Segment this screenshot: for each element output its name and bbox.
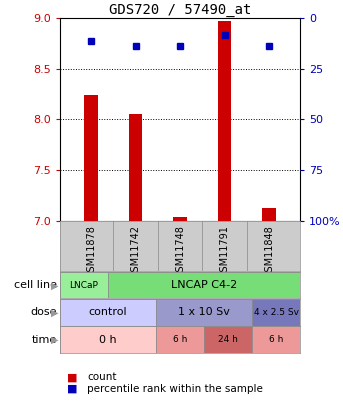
Title: GDS720 / 57490_at: GDS720 / 57490_at bbox=[109, 3, 251, 17]
Text: LNCaP: LNCaP bbox=[70, 281, 98, 290]
Text: count: count bbox=[87, 373, 117, 382]
Text: LNCAP C4-2: LNCAP C4-2 bbox=[171, 280, 237, 290]
Bar bbox=[252, 326, 300, 353]
Bar bbox=[204, 326, 252, 353]
Bar bbox=[156, 299, 252, 326]
Text: cell line: cell line bbox=[14, 280, 57, 290]
Text: ▶: ▶ bbox=[51, 280, 59, 290]
Text: GSM11742: GSM11742 bbox=[131, 225, 141, 278]
Text: dose: dose bbox=[30, 307, 57, 318]
Bar bbox=[218, 21, 231, 221]
Text: ▶: ▶ bbox=[51, 335, 59, 345]
Text: 4 x 2.5 Sv: 4 x 2.5 Sv bbox=[253, 308, 299, 317]
Text: GSM11878: GSM11878 bbox=[86, 225, 96, 278]
Text: 6 h: 6 h bbox=[269, 335, 283, 344]
Bar bbox=[60, 299, 156, 326]
Bar bbox=[252, 299, 300, 326]
Text: GSM11848: GSM11848 bbox=[264, 225, 274, 277]
Bar bbox=[108, 272, 300, 298]
Bar bbox=[84, 95, 98, 221]
Text: 24 h: 24 h bbox=[218, 335, 238, 344]
Text: GSM11791: GSM11791 bbox=[220, 225, 229, 278]
Bar bbox=[174, 217, 187, 221]
Bar bbox=[60, 272, 108, 298]
Text: ■: ■ bbox=[67, 373, 78, 382]
Text: 1 x 10 Sv: 1 x 10 Sv bbox=[178, 307, 230, 318]
Text: ▶: ▶ bbox=[51, 307, 59, 318]
Bar bbox=[60, 326, 156, 353]
Text: percentile rank within the sample: percentile rank within the sample bbox=[87, 384, 263, 394]
Text: time: time bbox=[31, 335, 57, 345]
Bar bbox=[262, 208, 276, 221]
Text: 6 h: 6 h bbox=[173, 335, 187, 344]
Bar bbox=[129, 114, 142, 221]
Text: GSM11748: GSM11748 bbox=[175, 225, 185, 278]
Bar bbox=[156, 326, 204, 353]
Text: control: control bbox=[89, 307, 127, 318]
Text: ■: ■ bbox=[67, 384, 78, 394]
Text: 0 h: 0 h bbox=[99, 335, 117, 345]
